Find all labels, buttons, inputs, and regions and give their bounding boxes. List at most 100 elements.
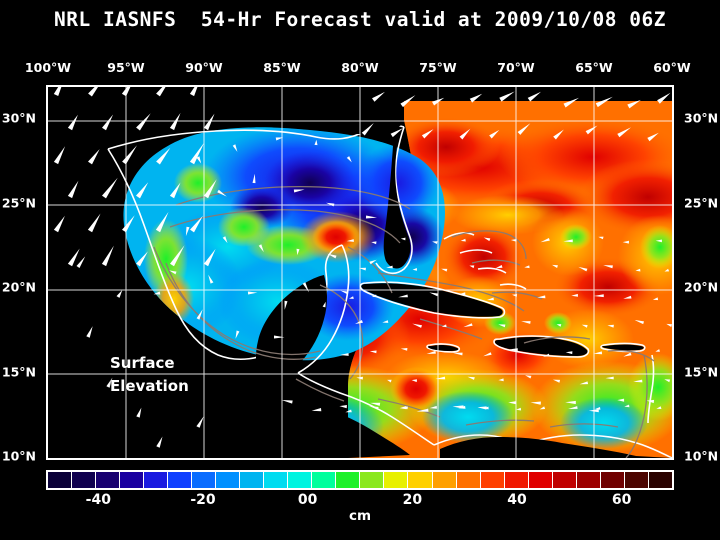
- current-vector-arrow: [432, 97, 445, 106]
- current-vector-arrow: [359, 267, 366, 271]
- colorbar-swatch: [552, 472, 577, 488]
- current-vector-arrow: [563, 97, 579, 108]
- current-vector-arrow: [155, 211, 169, 233]
- current-vector-arrow: [247, 291, 258, 295]
- colorbar-swatch: [192, 472, 217, 488]
- current-vector-arrow: [635, 268, 641, 272]
- current-vector-arrow: [435, 376, 446, 380]
- colorbar-swatch: [576, 472, 601, 488]
- current-vector-arrow: [387, 379, 392, 383]
- colorbar-swatch: [264, 472, 289, 488]
- lat-tick-label: 15°N: [1, 364, 36, 380]
- current-vector-arrow: [617, 127, 632, 138]
- current-vector-arrow: [571, 293, 578, 297]
- current-vector-arrow: [371, 241, 377, 245]
- current-vector-arrow: [452, 405, 464, 409]
- current-vector-arrow: [370, 402, 381, 406]
- current-vector-arrow: [369, 406, 379, 410]
- current-vector-arrow: [136, 251, 148, 267]
- current-vector-arrow: [67, 180, 79, 199]
- colorbar-swatch: [96, 472, 121, 488]
- lat-tick-label: 20°N: [684, 279, 719, 295]
- current-vector-arrow: [322, 301, 326, 308]
- current-vector-arrow: [453, 352, 463, 356]
- current-vector-arrow: [429, 405, 437, 409]
- current-vector-arrow: [196, 309, 203, 320]
- current-vector-arrow: [88, 149, 100, 165]
- colorbar-swatch: [72, 472, 97, 488]
- lat-tick-label: 20°N: [1, 279, 36, 295]
- current-vector-arrow: [553, 129, 564, 140]
- current-vector-arrow: [274, 335, 285, 339]
- current-vector-arrow: [365, 215, 377, 219]
- current-vector-arrow: [563, 239, 573, 243]
- current-vector-arrow: [655, 239, 662, 243]
- current-vector-arrow: [190, 215, 203, 233]
- current-vector-arrow: [53, 87, 62, 96]
- current-vector-arrow: [593, 294, 604, 298]
- current-vector-arrow: [664, 268, 670, 272]
- colorbar-swatch: [528, 472, 553, 488]
- colorbar-swatch: [600, 472, 625, 488]
- lon-tick-label: 100°W: [24, 60, 72, 75]
- current-vector-arrow: [521, 321, 531, 324]
- current-vector-arrow: [361, 123, 374, 136]
- current-vector-arrow: [512, 294, 518, 297]
- current-vector-arrow: [356, 376, 363, 380]
- current-vector-arrow: [633, 379, 643, 383]
- colorbar-swatch: [48, 472, 73, 488]
- current-vector-arrow: [222, 236, 228, 244]
- current-vector-arrow: [552, 264, 558, 268]
- current-vector-arrow: [346, 239, 354, 242]
- current-vector-arrow: [340, 290, 349, 295]
- current-vector-arrow: [579, 381, 589, 385]
- current-vector-arrow: [664, 379, 671, 383]
- colorbar-tick-label: -40: [85, 492, 111, 508]
- current-vector-arrow: [258, 244, 264, 253]
- map-plot-area[interactable]: Surface Elevation: [46, 85, 674, 460]
- annotation-line-2: Elevation: [110, 377, 189, 396]
- lon-tick-label: 95°W: [107, 60, 145, 75]
- current-vector-arrows: [53, 87, 672, 448]
- current-vector-arrow: [412, 323, 422, 328]
- current-vector-arrow: [477, 406, 487, 410]
- current-vector-arrow: [539, 406, 546, 410]
- current-vector-arrow: [281, 400, 293, 404]
- current-vector-arrow: [196, 156, 202, 164]
- current-vector-arrow: [170, 245, 185, 267]
- colorbar-tick-label: 60: [611, 492, 632, 508]
- current-vector-arrow: [527, 91, 541, 102]
- current-vector-arrow: [588, 409, 599, 413]
- current-vector-arrow: [595, 407, 601, 410]
- current-vector-arrow: [459, 292, 466, 295]
- current-vector-arrow: [617, 398, 625, 402]
- current-vector-arrow: [122, 145, 137, 165]
- current-vector-arrow: [603, 265, 613, 269]
- current-vector-arrow: [169, 112, 181, 131]
- current-vector-arrow: [275, 137, 284, 141]
- current-vector-arrow: [530, 401, 541, 405]
- colorbar-unit-label: cm: [348, 508, 372, 524]
- colorbar-swatch: [624, 472, 649, 488]
- lat-tick-label: 15°N: [684, 364, 719, 380]
- current-vector-arrow: [498, 378, 504, 382]
- current-vector-arrow: [390, 128, 403, 138]
- current-vector-arrow: [252, 173, 256, 184]
- current-vector-arrow: [459, 128, 471, 140]
- current-vector-arrow: [169, 182, 181, 199]
- current-vector-arrow: [196, 416, 204, 428]
- current-vector-arrow: [565, 351, 573, 355]
- current-vector-arrow: [106, 377, 113, 388]
- colorbar-swatch: [456, 472, 481, 488]
- current-vector-arrow: [296, 248, 300, 256]
- current-vector-arrow: [489, 129, 500, 139]
- current-vector-arrow: [156, 147, 171, 165]
- current-vector-arrow: [122, 215, 135, 233]
- lon-tick-label: 65°W: [575, 60, 613, 75]
- current-vector-arrow: [510, 239, 517, 242]
- current-vector-arrow: [217, 189, 227, 197]
- current-vector-arrow: [416, 408, 429, 412]
- current-vector-arrow: [400, 237, 406, 241]
- lat-tick-label: 10°N: [684, 448, 719, 464]
